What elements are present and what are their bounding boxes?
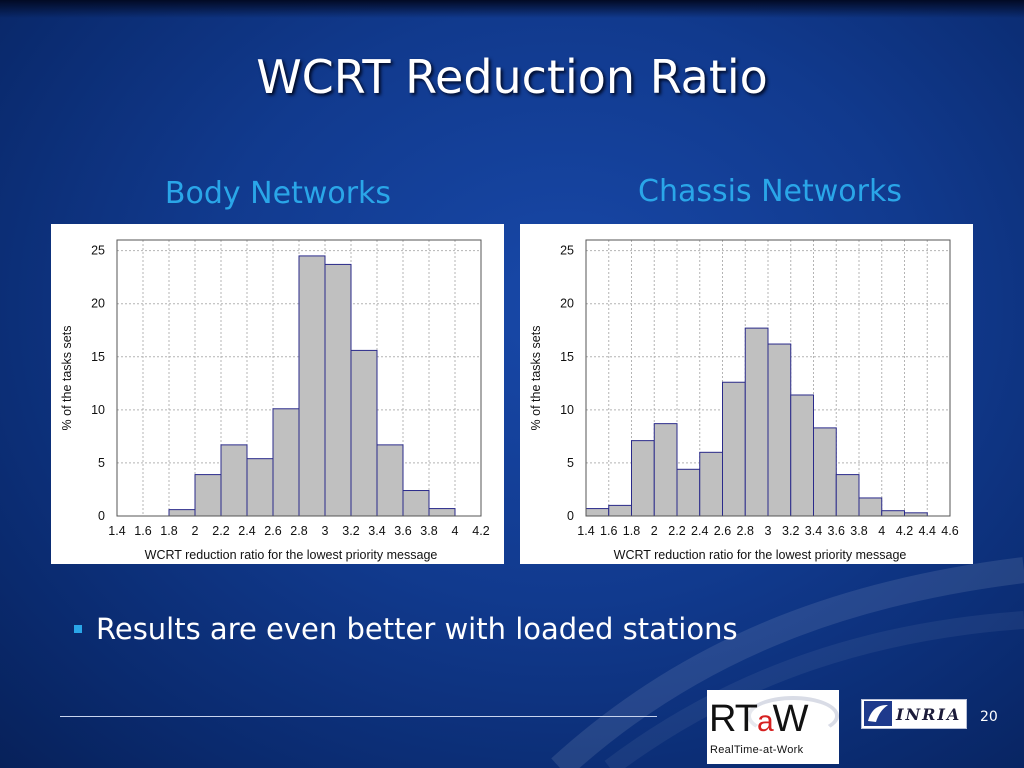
x-tick-label: 4.2 <box>472 524 489 538</box>
histogram-bar <box>220 444 248 517</box>
histogram-chassis-networks: 1.4 1.6 1.8 2 2.2 2.4 2.6 2.8 3 3.2 3.4 3.6 3.8 4 4.2 4… <box>520 224 973 564</box>
x-tick-label: 3.4 <box>368 524 385 538</box>
x-tick-label: 2.4 <box>238 524 255 538</box>
inria-emblem-icon <box>864 701 892 726</box>
histogram-body-networks-svg: 1.4 1.6 1.8 2 2.2 2.4 2.6 2.8 3 3.2 3.4 3.6 3.8 4 4.2 0… <box>60 239 490 562</box>
x-tick-label: 2.2 <box>212 524 229 538</box>
bullet-text: Results are even better with loaded stat… <box>96 612 738 646</box>
x-tick-label: 2.2 <box>668 524 685 538</box>
inria-logo: INRIA <box>861 699 967 729</box>
footer-divider <box>60 716 657 717</box>
histogram-bar <box>744 327 769 517</box>
x-tick-label: 3 <box>322 524 329 538</box>
inria-wordmark: INRIA <box>896 705 962 724</box>
x-tick-label: 3.8 <box>850 524 867 538</box>
y-axis-label: % of the tasks sets <box>60 326 74 431</box>
x-tick-label: 3.6 <box>828 524 845 538</box>
plot-frame <box>585 239 951 517</box>
x-tick-label: 3.6 <box>394 524 411 538</box>
rtaw-subtitle: RealTime-at-Work <box>710 744 804 756</box>
x-tick-label: 1.8 <box>623 524 640 538</box>
x-tick-label: 2.6 <box>264 524 281 538</box>
histogram-body-networks: 1.4 1.6 1.8 2 2.2 2.4 2.6 2.8 3 3.2 3.4 3.6 3.8 4 4.2 0… <box>51 224 504 564</box>
rtaw-logo: RTaW RealTime-at-Work <box>707 690 839 764</box>
x-tick-label: 3.4 <box>805 524 822 538</box>
x-tick-label: 3.2 <box>782 524 799 538</box>
y-tick-label: 10 <box>91 403 105 417</box>
rtaw-wordmark: RTaW <box>709 698 809 740</box>
histogram-bar <box>428 508 456 517</box>
y-tick-label: 25 <box>91 244 105 258</box>
x-tick-label: 2.8 <box>290 524 307 538</box>
histogram-bar <box>402 490 430 517</box>
x-tick-label: 1.4 <box>577 524 594 538</box>
histogram-bar <box>168 509 196 517</box>
top-band <box>0 0 1024 18</box>
x-tick-label: 4.2 <box>896 524 913 538</box>
rtaw-ring-icon <box>747 696 839 736</box>
chart-caption-body-networks: Body Networks <box>164 176 392 211</box>
x-tick-label: 3.8 <box>420 524 437 538</box>
bullet-item: Results are even better with loaded stat… <box>74 612 738 646</box>
histogram-bar <box>835 474 860 517</box>
histogram-bar <box>767 343 792 517</box>
x-tick-label: 2.6 <box>714 524 731 538</box>
histogram-chassis-networks-svg: 1.4 1.6 1.8 2 2.2 2.4 2.6 2.8 3 3.2 3.4 3.6 3.8 4 4.2 4… <box>529 239 959 562</box>
y-tick-label: 0 <box>567 509 574 523</box>
x-tick-label: 1.6 <box>134 524 151 538</box>
x-tick-label: 2 <box>651 524 658 538</box>
histogram-bar <box>881 510 905 517</box>
histogram-bar <box>722 381 746 517</box>
x-axis-label: WCRT reduction ratio for the lowest prio… <box>145 548 438 562</box>
y-tick-label: 5 <box>567 456 574 470</box>
histogram-bar <box>194 474 222 517</box>
x-tick-label: 4.6 <box>941 524 958 538</box>
y-tick-label: 15 <box>91 350 105 364</box>
x-tick-label: 2.4 <box>691 524 708 538</box>
page-number: 20 <box>980 709 998 725</box>
slide-title: WCRT Reduction Ratio <box>256 50 768 104</box>
histogram-bar <box>631 440 655 517</box>
plot-frame <box>116 239 482 517</box>
histogram-bar <box>813 427 837 517</box>
bullet-square-icon <box>74 625 82 633</box>
y-tick-label: 20 <box>91 297 105 311</box>
histogram-bar <box>790 394 814 517</box>
x-tick-label: 3.2 <box>342 524 359 538</box>
histogram-bar <box>298 255 326 517</box>
y-tick-label: 20 <box>560 297 574 311</box>
x-tick-label: 1.4 <box>108 524 125 538</box>
x-tick-label: 3 <box>765 524 772 538</box>
histogram-bar <box>350 349 378 517</box>
histogram-bar <box>272 408 300 517</box>
x-tick-label: 1.8 <box>160 524 177 538</box>
histogram-bar <box>608 504 632 517</box>
x-tick-label: 4 <box>452 524 459 538</box>
histogram-bar <box>676 468 701 517</box>
histogram-bar <box>376 444 404 517</box>
histogram-bar <box>246 458 274 517</box>
x-tick-label: 2 <box>192 524 199 538</box>
y-axis-label: % of the tasks sets <box>529 326 543 431</box>
y-tick-label: 0 <box>98 509 105 523</box>
histogram-bar <box>585 508 610 517</box>
histogram-bar <box>699 451 723 517</box>
x-tick-label: 4 <box>878 524 885 538</box>
y-tick-label: 10 <box>560 403 574 417</box>
x-axis-label: WCRT reduction ratio for the lowest prio… <box>614 548 907 562</box>
y-tick-label: 25 <box>560 244 574 258</box>
histogram-bar <box>324 263 352 517</box>
x-tick-label: 2.8 <box>737 524 754 538</box>
x-tick-label: 4.4 <box>919 524 936 538</box>
x-tick-label: 1.6 <box>600 524 617 538</box>
chart-caption-chassis-networks: Chassis Networks <box>638 174 902 209</box>
y-tick-label: 15 <box>560 350 574 364</box>
histogram-bar <box>653 423 678 517</box>
y-tick-label: 5 <box>98 456 105 470</box>
histogram-bar <box>858 497 883 517</box>
